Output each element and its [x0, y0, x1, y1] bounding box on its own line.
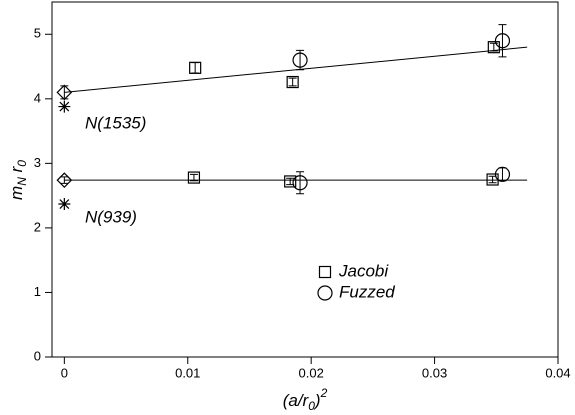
error-bar	[60, 176, 69, 184]
fit-line	[64, 46, 528, 93]
marker-square	[284, 175, 297, 188]
marker-circle	[292, 52, 308, 68]
marker-square	[286, 75, 299, 89]
legend-label: Fuzzed	[339, 282, 395, 301]
legend-label: Jacobi	[338, 261, 389, 280]
marker-star	[58, 100, 71, 113]
marker-circle	[494, 166, 511, 182]
y-tick-label: 3	[34, 155, 41, 170]
x-tick-label: 0.03	[422, 365, 447, 380]
marker-circle	[292, 175, 308, 191]
x-axis-label-part: (a/r	[283, 391, 310, 410]
x-axis-label-part: 2	[320, 386, 328, 400]
y-axis-label-part: N	[15, 177, 29, 186]
error-bar	[488, 175, 497, 184]
error-bar	[191, 62, 200, 74]
x-tick-label: 0.04	[545, 365, 570, 380]
y-axis-label: mN r0	[7, 160, 29, 200]
annotation: N(1535)	[85, 113, 146, 132]
x-tick-label: 0.02	[299, 365, 324, 380]
error-bar	[288, 77, 297, 87]
error-bar	[498, 24, 507, 58]
y-axis-label-part: 0	[15, 160, 29, 167]
marker-diamond	[56, 172, 73, 188]
x-tick-label: 0.01	[175, 365, 200, 380]
y-tick-label: 5	[34, 26, 41, 41]
x-axis-label: (a/r0)2	[283, 386, 328, 413]
x-tick-label: 0	[61, 365, 68, 380]
error-bar	[296, 171, 305, 195]
y-tick-label: 4	[34, 90, 41, 105]
marker-star	[58, 198, 71, 211]
plot-frame	[51, 1, 559, 358]
marker-square	[189, 61, 202, 74]
x-axis-label-part: 0	[308, 399, 315, 413]
error-bar	[189, 173, 198, 182]
marker-diamond	[56, 84, 73, 101]
y-tick-label: 2	[34, 219, 41, 234]
y-axis-label-part: r	[7, 165, 26, 177]
x-axis-label-part: )	[313, 391, 321, 410]
y-axis-label-part: m	[7, 186, 26, 200]
annotation: N(939)	[85, 207, 137, 226]
error-bar	[498, 167, 507, 182]
legend-marker	[317, 285, 333, 301]
y-tick-label: 0	[34, 348, 41, 363]
marker-circle	[494, 33, 511, 49]
legend-marker	[318, 265, 332, 279]
marker-square	[187, 171, 201, 184]
y-tick-label: 1	[34, 284, 41, 299]
